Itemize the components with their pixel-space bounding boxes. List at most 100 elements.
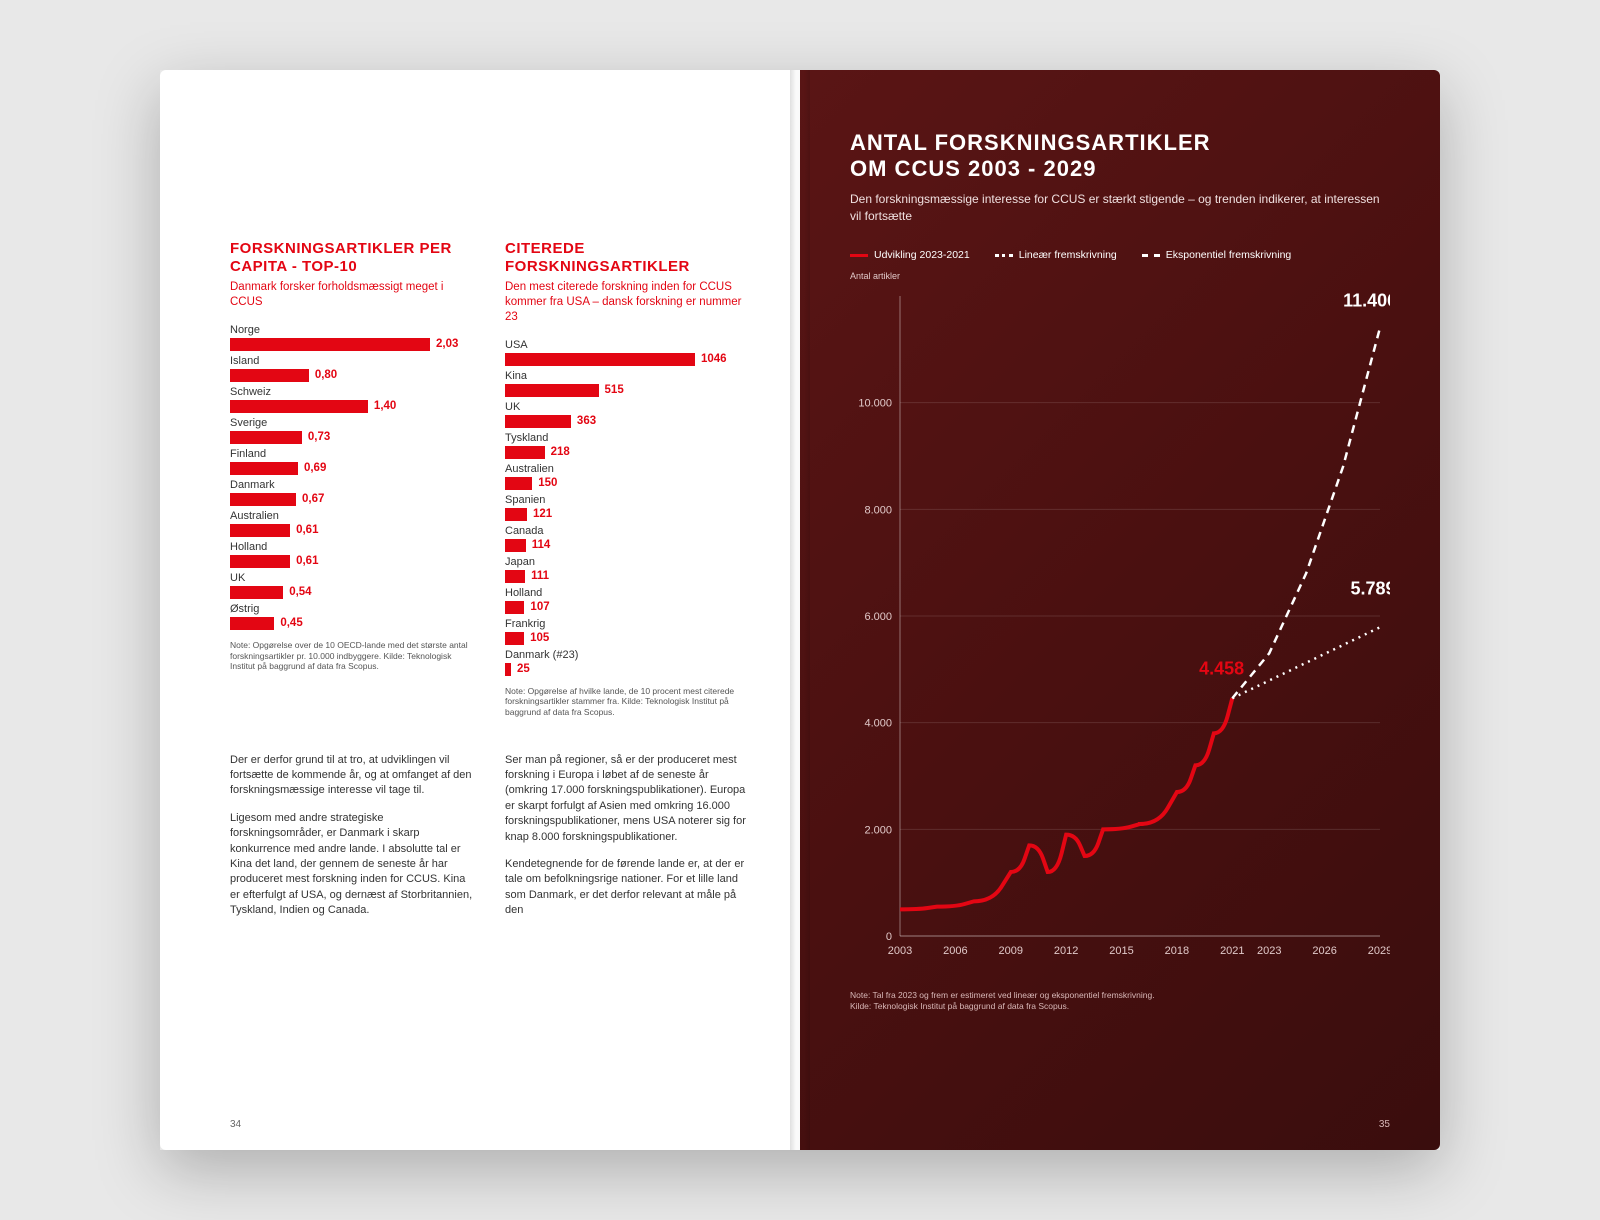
svg-text:6.000: 6.000 <box>864 611 892 623</box>
bar-row: Australien 0,61 <box>230 510 475 537</box>
chart-b-bars: USA1046Kina515UK363Tyskland218Australien… <box>505 339 750 676</box>
bar-value: 218 <box>551 446 570 458</box>
bar-value: 121 <box>533 508 552 520</box>
page-right: ANTAL FORSKNINGSARTIKLER OM CCUS 2003 - … <box>800 70 1440 1150</box>
bar-value: 0,69 <box>304 462 326 474</box>
svg-text:2009: 2009 <box>999 945 1023 957</box>
bar-row: Kina 515 <box>505 370 750 397</box>
bar-label: Kina <box>505 370 750 382</box>
bar-label: UK <box>230 572 475 584</box>
bar-label: Australien <box>230 510 475 522</box>
bar-wrap: 0,45 <box>230 617 475 630</box>
svg-text:2023: 2023 <box>1257 945 1281 957</box>
bar <box>505 539 526 552</box>
chart-a-note: Note: Opgørelse over de 10 OECD-lande me… <box>230 640 475 672</box>
right-subtitle: Den forskningsmæssige interesse for CCUS… <box>850 191 1390 225</box>
bar <box>230 586 283 599</box>
bar-value: 0,45 <box>280 617 302 629</box>
svg-text:2006: 2006 <box>943 945 967 957</box>
svg-text:10.000: 10.000 <box>858 398 892 410</box>
body-p2: Ligesom med andre strategiske forsknings… <box>230 811 475 919</box>
chart-b-title: CITEREDE FORSKNINGSARTIKLER <box>505 240 750 276</box>
bar-value: 363 <box>577 415 596 427</box>
bar-row: UK 0,54 <box>230 572 475 599</box>
svg-text:2029: 2029 <box>1368 945 1390 957</box>
bar-row: USA 1046 <box>505 339 750 366</box>
bar <box>505 384 599 397</box>
svg-text:2.000: 2.000 <box>864 825 892 837</box>
bar-row: Australien150 <box>505 463 750 490</box>
bar-wrap: 0,73 <box>230 431 475 444</box>
bar <box>230 617 274 630</box>
bar-value: 515 <box>605 384 624 396</box>
svg-text:11.406: 11.406 <box>1343 291 1390 311</box>
bar-label: Schweiz <box>230 386 475 398</box>
bar-value: 111 <box>531 570 549 582</box>
bar-row: Norge2,03 <box>230 324 475 351</box>
svg-text:0: 0 <box>886 931 892 943</box>
body-p3: Ser man på regioner, så er der producere… <box>505 753 750 845</box>
bar <box>505 446 545 459</box>
bar <box>505 477 532 490</box>
svg-text:2015: 2015 <box>1109 945 1133 957</box>
chart-a-bars: Norge2,03 Island0,80 Schweiz 1,40 Sverige0,7… <box>230 324 475 630</box>
bar-wrap: 218 <box>505 446 750 459</box>
bar-wrap: 1046 <box>505 353 750 366</box>
bar <box>230 338 430 351</box>
bar-wrap: 0,54 <box>230 586 475 599</box>
bar-wrap: 0,80 <box>230 369 475 382</box>
chart-b-subtitle: Den mest citerede forskning inden for CC… <box>505 280 750 325</box>
svg-text:2003: 2003 <box>888 945 912 957</box>
bar-wrap: 0,67 <box>230 493 475 506</box>
legend-dash-label: Eksponentiel fremskrivning <box>1166 249 1291 261</box>
bar-wrap: 1,40 <box>230 400 475 413</box>
body-text: Der er derfor grund til at tro, at udvik… <box>230 753 760 931</box>
bar-row: Canada114 <box>505 525 750 552</box>
svg-text:4.458: 4.458 <box>1199 659 1244 679</box>
bar-wrap: 2,03 <box>230 338 475 351</box>
bar-value: 0,61 <box>296 555 318 567</box>
page-number-left: 34 <box>230 1119 241 1130</box>
bar <box>230 555 290 568</box>
bar-label: USA <box>505 339 750 351</box>
magazine-spread: FORSKNINGSARTIKLER PER CAPITA - TOP-10 D… <box>160 70 1440 1150</box>
bar-value: 2,03 <box>436 338 458 350</box>
bar-row: Danmark (#23)25 <box>505 649 750 676</box>
swatch-dots-icon <box>995 254 1013 257</box>
legend-dots-label: Lineær fremskrivning <box>1019 249 1117 261</box>
body-p1: Der er derfor grund til at tro, at udvik… <box>230 753 475 799</box>
bar-row: Danmark 0,67 <box>230 479 475 506</box>
bar-value: 107 <box>530 601 549 613</box>
bar-row: Spanien 121 <box>505 494 750 521</box>
bar-row: Japan111 <box>505 556 750 583</box>
bar-value: 1,40 <box>374 400 396 412</box>
legend-solid: Udvikling 2023-2021 <box>850 249 970 261</box>
bar <box>505 508 527 521</box>
bar <box>230 524 290 537</box>
right-title-line2: OM CCUS 2003 - 2029 <box>850 156 1096 181</box>
bar-wrap: 515 <box>505 384 750 397</box>
bar-label: Danmark (#23) <box>505 649 750 661</box>
bar <box>505 601 524 614</box>
bar-row: Island0,80 <box>230 355 475 382</box>
bar-label: Holland <box>230 541 475 553</box>
svg-text:2012: 2012 <box>1054 945 1078 957</box>
legend-dash: Eksponentiel fremskrivning <box>1142 249 1291 261</box>
chart-b: CITEREDE FORSKNINGSARTIKLER Den mest cit… <box>505 240 750 718</box>
bar-wrap: 150 <box>505 477 750 490</box>
bar-row: Sverige0,73 <box>230 417 475 444</box>
bar-wrap: 105 <box>505 632 750 645</box>
bar-wrap: 111 <box>505 570 750 583</box>
bar-wrap: 0,61 <box>230 524 475 537</box>
bar-row: Finland0,69 <box>230 448 475 475</box>
bar-label: Danmark <box>230 479 475 491</box>
bar-label: Østrig <box>230 603 475 615</box>
y-axis-label: Antal artikler <box>850 271 1390 281</box>
bar-value: 0,54 <box>289 586 311 598</box>
body-col-1: Der er derfor grund til at tro, at udvik… <box>230 753 475 931</box>
bar <box>230 431 302 444</box>
svg-text:8.000: 8.000 <box>864 505 892 517</box>
svg-text:2021: 2021 <box>1220 945 1244 957</box>
bar <box>505 570 525 583</box>
bar-label: Spanien <box>505 494 750 506</box>
